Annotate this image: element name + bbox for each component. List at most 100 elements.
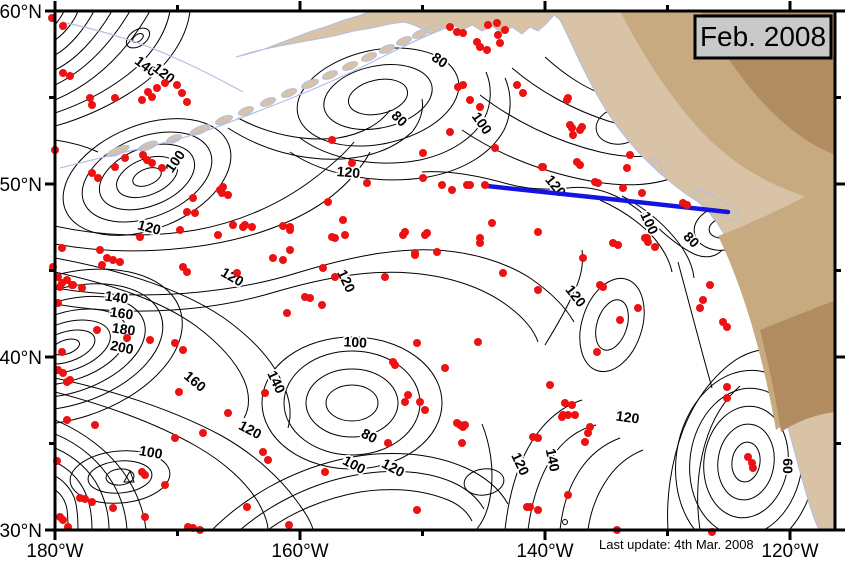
contour-value-label: 60 <box>780 458 796 474</box>
lat-axis-label: 30°N <box>0 521 42 542</box>
drifter-dot <box>306 294 314 302</box>
drifter-dot <box>638 189 646 197</box>
contour-value-label: 120 <box>508 450 532 478</box>
contour-value-label: 120 <box>334 267 358 295</box>
drifter-dot <box>534 228 542 236</box>
aleutian-island <box>378 44 396 54</box>
drifter-dot <box>59 69 67 77</box>
drifter-dot <box>651 243 659 251</box>
drifter-dot <box>593 348 601 356</box>
drifter-dot <box>363 179 371 187</box>
drifter-dot <box>599 283 607 291</box>
drifter-dot <box>519 89 527 97</box>
aleutian-island <box>237 106 255 116</box>
drifter-dot <box>499 269 507 277</box>
contour-value-label: 80 <box>680 228 702 250</box>
lat-axis-label: 40°N <box>0 348 42 369</box>
drifter-dot <box>441 364 449 372</box>
drifter-dot <box>109 504 117 512</box>
drifter-dot <box>399 231 407 239</box>
bering-coastline <box>61 21 244 93</box>
drifter-dot <box>683 201 691 209</box>
drifter-dot <box>58 244 66 252</box>
drifter-dot <box>476 43 484 51</box>
drifter-dot <box>218 189 226 197</box>
drifter-dot <box>419 149 427 157</box>
drifter-dot <box>534 506 542 514</box>
drifter-dot <box>458 439 466 447</box>
drifter-dot <box>723 394 731 402</box>
drifter-dot <box>183 98 191 106</box>
drifter-dot <box>116 258 124 266</box>
drifter-dot <box>141 471 149 479</box>
drifter-dot <box>328 233 336 241</box>
drifter-dot <box>321 468 329 476</box>
drifter-dot <box>173 81 181 89</box>
drifter-dot <box>286 226 294 234</box>
contour-value-label: 120 <box>236 417 264 442</box>
lon-axis-label: 140°W <box>516 541 573 562</box>
drifter-dot <box>123 334 131 342</box>
contour-value-label: 160 <box>181 368 209 395</box>
drifter-dot <box>438 181 446 189</box>
drifter-dot <box>279 256 287 264</box>
contour-value-label: 80 <box>359 425 380 447</box>
drifter-dot <box>453 419 461 427</box>
drifter-dot <box>626 151 634 159</box>
drifter-dot <box>178 89 186 97</box>
lat-axis-label: 60°N <box>0 2 42 23</box>
aleutian-islands <box>106 24 443 158</box>
drifter-dot <box>569 131 577 139</box>
contour-value-label: 100 <box>138 442 164 462</box>
drifter-dot <box>341 231 349 239</box>
drifter-dot <box>241 221 249 229</box>
drifter-dot <box>493 19 501 27</box>
drifter-dot <box>121 154 129 162</box>
drifter-dot <box>579 254 587 262</box>
drifter-dot <box>199 429 207 437</box>
drifter-dot <box>564 94 572 102</box>
drifter-dot <box>98 261 106 269</box>
drifter-dot <box>136 233 144 241</box>
drifter-dot <box>384 439 392 447</box>
drifter-dot <box>581 438 589 446</box>
drifter-dot <box>146 336 154 344</box>
drifter-dot <box>634 304 642 312</box>
drifter-dot <box>381 273 389 281</box>
drifter-dot <box>404 391 412 399</box>
drifter-dot <box>269 254 277 262</box>
drifter-dot <box>619 184 627 192</box>
map-title: Feb. 2008 <box>700 21 826 52</box>
drifter-dot <box>584 429 592 437</box>
drifter-dot <box>513 81 521 89</box>
drifter-dot <box>191 209 199 217</box>
drifter-dot <box>523 503 531 511</box>
contour-value-label: 160 <box>109 304 135 323</box>
drifter-dot <box>421 406 429 414</box>
drifter-dot <box>66 72 74 80</box>
drifter-dot <box>578 123 586 131</box>
drifter-dot <box>111 94 119 102</box>
drifter-dot <box>248 223 256 231</box>
aleutian-island <box>138 140 158 152</box>
drifter-dot <box>283 309 291 317</box>
drifter-dot <box>224 409 232 417</box>
drifter-dot <box>723 323 731 331</box>
drifter-dot <box>261 389 269 397</box>
aleutian-island <box>395 36 413 46</box>
drifter-dot <box>88 169 96 177</box>
aleutian-island <box>360 52 378 62</box>
contour-value-label: 100 <box>162 147 189 175</box>
drifter-dot <box>421 231 429 239</box>
drifter-dot <box>331 273 339 281</box>
drifter-dot <box>233 269 241 277</box>
aleutian-island <box>106 144 130 158</box>
drifter-dot <box>229 221 237 229</box>
drifter-dot <box>706 281 714 289</box>
drifter-dot <box>183 208 191 216</box>
drifter-dot <box>564 491 572 499</box>
drifter-dot <box>171 434 179 442</box>
drifter-dot <box>501 26 509 34</box>
drifter-dot <box>419 174 427 182</box>
aleutian-island <box>301 78 319 90</box>
